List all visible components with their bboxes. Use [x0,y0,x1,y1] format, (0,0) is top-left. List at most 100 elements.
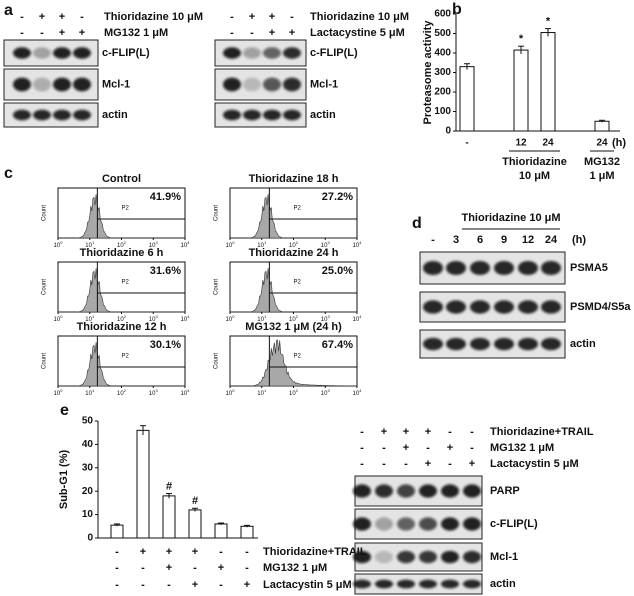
tick-base: 10 [85,391,92,397]
percent-label: 31.6% [150,265,181,277]
bar [540,32,556,132]
condition-sign: - [167,579,171,591]
histogram [230,268,357,313]
gate-label: P2 [294,206,302,212]
condition-sign: - [141,562,145,574]
tick-base: 10 [117,243,124,249]
y-tick-label: 200 [434,87,451,98]
y-tick-label: 500 [434,28,451,39]
tick-base: 10 [289,391,296,397]
condition-sign: + [447,442,453,454]
x-tick-label: 103 [321,314,331,323]
band-label: Mcl-1 [310,78,338,90]
condition-sign: + [39,11,45,23]
condition-sign: - [382,458,386,470]
tick-base: 10 [149,243,156,249]
tick-base: 10 [149,391,156,397]
tick-exponent: 2 [296,388,299,393]
band-label: c-FLIP(L) [310,47,358,59]
tick-base: 10 [289,317,296,323]
blot-strip [354,542,483,572]
x-tick-label: 104 [181,240,191,249]
y-tick-label: 0 [87,533,93,544]
x-tick-label: 100 [226,240,236,249]
tick-exponent: 1 [264,240,267,245]
band-label: c-FLIP(L) [102,47,150,59]
band [494,337,514,351]
band [470,260,490,276]
plot-title: Thioridazine 12 h [77,321,167,333]
band [463,484,481,498]
significance-marker: # [192,495,198,507]
tick-exponent: 4 [187,314,190,319]
band [263,109,281,121]
bar [214,523,228,539]
gate-label: P2 [294,280,302,286]
percent-label: 27.2% [322,191,353,203]
blot-strip [354,508,483,540]
tick-exponent: 1 [92,314,95,319]
condition-sign: - [219,579,223,591]
condition-sign: - [115,579,119,591]
condition-sign: - [470,442,474,454]
y-axis-label: Count [42,279,48,295]
y-tick-label: 20 [82,486,94,497]
tick-base: 10 [226,391,233,397]
y-tick-label: 400 [434,48,451,59]
band-label: actin [310,109,336,121]
band [73,77,91,92]
tick-exponent: 4 [187,240,190,245]
condition-sign: + [218,562,224,574]
y-tick-label: 40 [82,439,94,450]
condition-name: MG132 1 μM [490,442,554,454]
condition-sign: - [245,546,249,558]
band [33,109,51,121]
lane-label: 6 [477,234,483,246]
band [419,550,437,564]
tick-base: 10 [181,391,188,397]
y-axis-label: Proteasome activity [422,20,434,125]
significance-marker: * [519,33,524,45]
plot-title: MG132 1 μM (24 h) [245,321,342,333]
band [419,517,437,531]
band [13,109,31,121]
group-label: 1 μM [589,170,614,182]
y-axis-label: Sub-G1 (%) [58,450,70,510]
band [33,47,51,59]
gate-label: P2 [122,354,130,360]
y-tick-label: 300 [434,67,451,78]
bar [110,524,124,539]
tick-exponent: 2 [124,388,127,393]
y-axis-label: Count [214,205,220,221]
x-tick-label: 100 [54,314,64,323]
band [353,517,371,531]
x-tick-label: 103 [149,388,159,397]
band [463,579,481,589]
band [283,77,301,92]
band [223,77,241,92]
bar [240,525,254,539]
condition-sign: - [20,11,24,23]
x-tick-label: 103 [149,240,159,249]
tick-base: 10 [321,391,328,397]
tick-exponent: 2 [296,240,299,245]
band [446,300,466,314]
condition-sign: + [59,27,65,39]
percent-label: 67.4% [322,339,353,351]
y-tick-label: 100 [434,106,451,117]
band-label: c-FLIP(L) [490,518,538,530]
blot-strip [419,291,566,323]
band [353,579,371,589]
tick-base: 10 [321,243,328,249]
band [419,484,437,498]
x-tick-label: 102 [289,388,299,397]
percent-label: 41.9% [150,191,181,203]
blot-strip [419,329,566,359]
tick-base: 10 [54,391,61,397]
condition-sign: + [192,579,198,591]
band [446,260,466,276]
tick-base: 10 [257,391,264,397]
band [375,579,393,589]
percent-label: 30.1% [150,339,181,351]
